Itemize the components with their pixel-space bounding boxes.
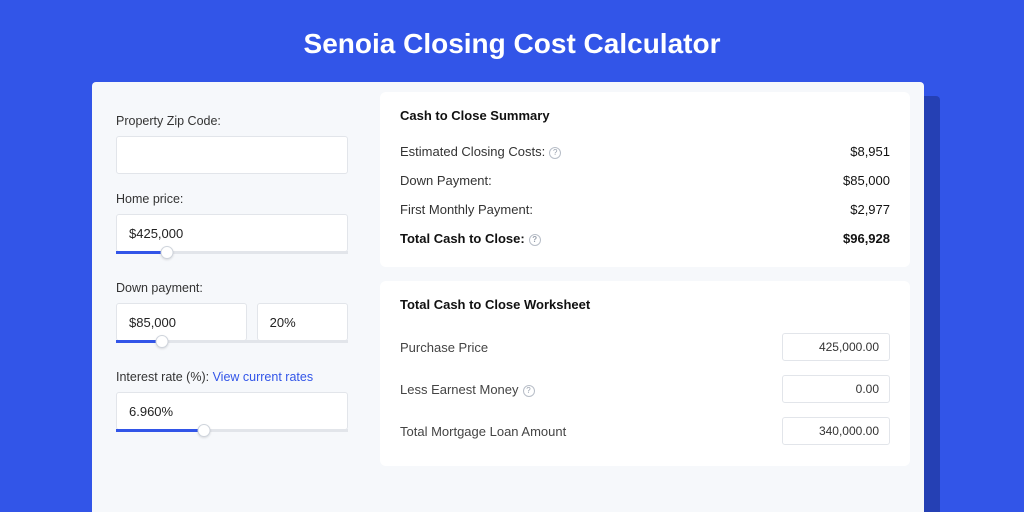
summary-label-text: First Monthly Payment: — [400, 202, 533, 217]
worksheet-row-input[interactable] — [782, 417, 890, 445]
worksheet-row-label: Less Earnest Money? — [400, 382, 535, 397]
worksheet-label-text: Less Earnest Money — [400, 382, 519, 397]
home-price-slider[interactable] — [116, 251, 348, 263]
slider-thumb[interactable] — [156, 335, 169, 348]
summary-row: Total Cash to Close:? $96,928 — [400, 224, 890, 253]
summary-row: First Monthly Payment: $2,977 — [400, 195, 890, 224]
slider-thumb[interactable] — [161, 246, 174, 259]
results-column: Cash to Close Summary Estimated Closing … — [372, 82, 924, 512]
view-rates-link[interactable]: View current rates — [213, 370, 314, 384]
summary-row-label: Down Payment: — [400, 173, 492, 188]
worksheet-row: Total Mortgage Loan Amount — [400, 410, 890, 452]
down-payment-label: Down payment: — [116, 281, 348, 295]
summary-label-text: Total Cash to Close: — [400, 231, 525, 246]
summary-label-text: Estimated Closing Costs: — [400, 144, 545, 159]
summary-row-value: $8,951 — [850, 144, 890, 159]
worksheet-row: Purchase Price — [400, 326, 890, 368]
calculator-panel: Property Zip Code: Home price: $425,000 … — [92, 82, 924, 512]
slider-fill — [116, 429, 204, 432]
worksheet-row-label: Total Mortgage Loan Amount — [400, 424, 566, 439]
down-payment-field-group: Down payment: $85,000 20% — [116, 281, 348, 352]
summary-row-label: Total Cash to Close:? — [400, 231, 541, 246]
down-payment-slider[interactable] — [116, 340, 348, 352]
summary-card: Cash to Close Summary Estimated Closing … — [380, 92, 910, 267]
down-payment-pct-input[interactable]: 20% — [257, 303, 348, 341]
inputs-column: Property Zip Code: Home price: $425,000 … — [92, 82, 372, 512]
home-price-input[interactable]: $425,000 — [116, 214, 348, 252]
home-price-field-group: Home price: $425,000 — [116, 192, 348, 263]
page-title: Senoia Closing Cost Calculator — [0, 0, 1024, 84]
zip-label: Property Zip Code: — [116, 114, 348, 128]
worksheet-row: Less Earnest Money? — [400, 368, 890, 410]
down-payment-input[interactable]: $85,000 — [116, 303, 247, 341]
interest-input[interactable]: 6.960% — [116, 392, 348, 430]
worksheet-card: Total Cash to Close Worksheet Purchase P… — [380, 281, 910, 466]
zip-input[interactable] — [116, 136, 348, 174]
summary-row-label: First Monthly Payment: — [400, 202, 533, 217]
summary-title: Cash to Close Summary — [400, 108, 890, 123]
help-icon[interactable]: ? — [529, 234, 541, 246]
slider-thumb[interactable] — [198, 424, 211, 437]
help-icon[interactable]: ? — [523, 385, 535, 397]
summary-row-label: Estimated Closing Costs:? — [400, 144, 561, 159]
summary-row: Down Payment: $85,000 — [400, 166, 890, 195]
summary-label-text: Down Payment: — [400, 173, 492, 188]
summary-row-value: $2,977 — [850, 202, 890, 217]
slider-fill — [116, 251, 167, 254]
interest-field-group: Interest rate (%): View current rates 6.… — [116, 370, 348, 441]
worksheet-row-input[interactable] — [782, 333, 890, 361]
summary-row-value: $96,928 — [843, 231, 890, 246]
home-price-label: Home price: — [116, 192, 348, 206]
worksheet-row-input[interactable] — [782, 375, 890, 403]
interest-label: Interest rate (%): View current rates — [116, 370, 348, 384]
worksheet-label-text: Total Mortgage Loan Amount — [400, 424, 566, 439]
summary-row: Estimated Closing Costs:? $8,951 — [400, 137, 890, 166]
zip-field-group: Property Zip Code: — [116, 114, 348, 174]
interest-label-text: Interest rate (%): — [116, 370, 213, 384]
worksheet-label-text: Purchase Price — [400, 340, 488, 355]
help-icon[interactable]: ? — [549, 147, 561, 159]
worksheet-title: Total Cash to Close Worksheet — [400, 297, 890, 312]
worksheet-row-label: Purchase Price — [400, 340, 488, 355]
summary-row-value: $85,000 — [843, 173, 890, 188]
interest-slider[interactable] — [116, 429, 348, 441]
